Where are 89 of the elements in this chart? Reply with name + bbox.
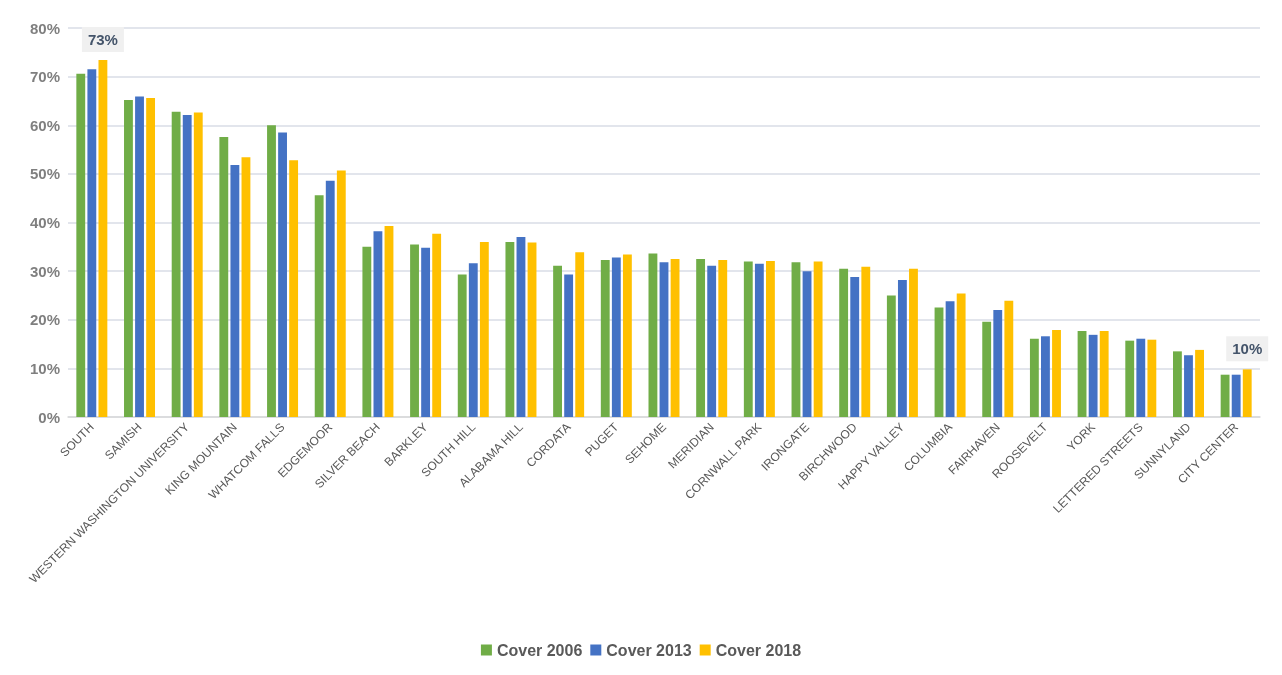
y-tick-label: 0% xyxy=(38,408,60,426)
y-tick-label: 10% xyxy=(29,359,60,377)
y-tick-label: 30% xyxy=(29,262,60,280)
bar xyxy=(1052,329,1061,417)
bar xyxy=(659,262,669,417)
y-tick-label: 20% xyxy=(29,311,60,329)
bar xyxy=(718,259,728,417)
bar xyxy=(336,170,346,417)
bar xyxy=(362,246,372,417)
bar xyxy=(516,237,526,417)
bar xyxy=(575,252,585,417)
bar xyxy=(505,241,515,417)
bar xyxy=(553,265,562,417)
bar xyxy=(384,225,394,417)
bar xyxy=(1088,334,1098,417)
bar xyxy=(707,265,717,417)
bar xyxy=(670,258,680,417)
bar xyxy=(1220,374,1230,417)
bar xyxy=(479,241,489,417)
bar xyxy=(600,259,610,417)
bar xyxy=(468,263,478,417)
bar xyxy=(897,279,907,417)
bar xyxy=(886,295,896,417)
bar xyxy=(146,98,156,417)
bar xyxy=(813,261,823,417)
legend-label: Cover 2006 xyxy=(496,641,583,659)
bar xyxy=(182,115,192,417)
bar xyxy=(76,73,86,417)
bar xyxy=(1099,330,1109,417)
bar xyxy=(766,260,775,417)
bar xyxy=(193,112,203,417)
bar xyxy=(1041,336,1050,417)
bar xyxy=(410,244,419,417)
data-label: 73% xyxy=(87,31,118,49)
bar xyxy=(934,307,944,417)
data-label: 10% xyxy=(1232,340,1263,358)
bar xyxy=(1004,300,1014,417)
y-tick-label: 60% xyxy=(29,116,60,134)
bar xyxy=(1136,338,1146,417)
bar xyxy=(564,274,574,417)
bar xyxy=(1231,374,1241,417)
bar xyxy=(1147,339,1157,417)
bar xyxy=(289,160,299,417)
bar xyxy=(278,132,287,417)
bar xyxy=(325,180,335,417)
bar xyxy=(527,242,537,417)
bar xyxy=(314,195,324,417)
bar xyxy=(839,268,849,417)
bar xyxy=(373,231,383,417)
y-tick-label: 40% xyxy=(29,214,60,231)
bar xyxy=(1077,330,1087,417)
y-tick-label: 70% xyxy=(29,68,60,86)
bar xyxy=(1125,340,1135,417)
bar xyxy=(421,247,431,417)
legend-label: Cover 2013 xyxy=(606,641,692,659)
bar xyxy=(945,301,955,417)
bar xyxy=(696,258,706,417)
bar xyxy=(850,276,860,417)
bar xyxy=(982,321,992,417)
bar xyxy=(1172,351,1182,417)
bar xyxy=(230,165,240,417)
bar xyxy=(622,254,632,417)
bar xyxy=(909,268,918,417)
bar xyxy=(1195,349,1204,417)
bar xyxy=(98,60,108,417)
bar xyxy=(87,69,97,417)
bar xyxy=(171,111,181,417)
bar xyxy=(956,293,966,417)
bar xyxy=(1029,338,1039,417)
y-tick-label: 80% xyxy=(29,19,60,37)
bar xyxy=(791,262,801,417)
bar xyxy=(124,99,133,417)
bar xyxy=(1242,369,1252,417)
bar xyxy=(861,266,871,417)
bar xyxy=(241,157,251,417)
bar xyxy=(219,136,229,417)
bar xyxy=(993,310,1003,417)
bar xyxy=(648,253,658,417)
bar xyxy=(432,233,442,417)
bar xyxy=(135,96,144,417)
bar xyxy=(611,257,621,417)
y-tick-label: 50% xyxy=(29,165,60,183)
bar xyxy=(743,261,753,417)
bar xyxy=(754,263,764,417)
bar xyxy=(1184,355,1193,417)
bar xyxy=(267,125,276,417)
legend-label: Cover 2018 xyxy=(715,641,802,659)
bar xyxy=(457,274,467,417)
bar xyxy=(802,271,812,417)
